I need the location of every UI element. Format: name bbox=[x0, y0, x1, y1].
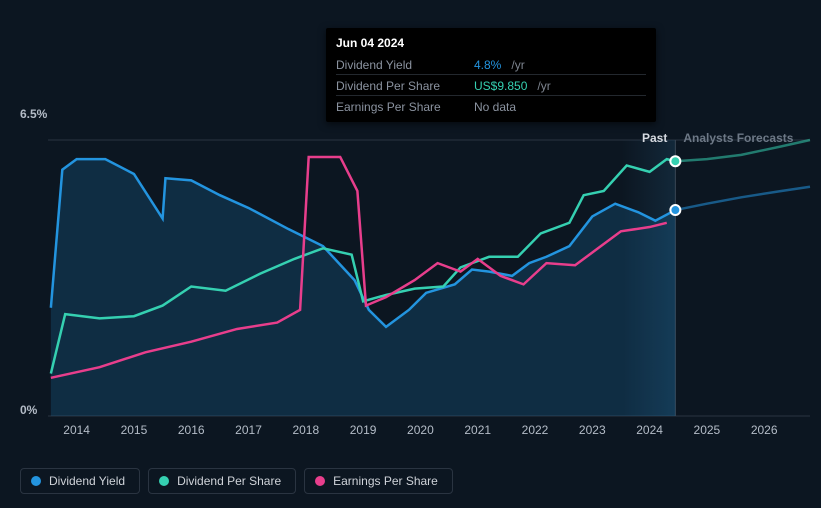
series-group bbox=[51, 140, 810, 416]
x-axis-year: 2023 bbox=[579, 423, 606, 437]
tooltip-row-label: Dividend Per Share bbox=[336, 77, 466, 95]
x-axis-labels: 2014 2015 2016 2017 2018 2019 2020 2021 2022 2023… bbox=[63, 423, 778, 437]
tooltip-row-value: 4.8% bbox=[474, 56, 501, 74]
x-axis-year: 2014 bbox=[63, 423, 90, 437]
tooltip-row-value: No data bbox=[474, 98, 516, 116]
legend-dot-icon bbox=[315, 476, 325, 486]
legend-label: Dividend Yield bbox=[49, 474, 125, 488]
label-forecast: Analysts Forecasts bbox=[683, 131, 793, 145]
legend: Dividend Yield Dividend Per Share Earnings… bbox=[20, 468, 453, 494]
tooltip-row-value: US$9.850 bbox=[474, 77, 527, 95]
legend-dot-icon bbox=[159, 476, 169, 486]
x-axis-year: 2024 bbox=[636, 423, 663, 437]
chart-container: 6.5%0% 201420152016201720182019202020212… bbox=[0, 0, 821, 508]
tooltip-row-label: Dividend Yield bbox=[336, 56, 466, 74]
y-axis-min-label: 0% bbox=[20, 403, 38, 417]
x-axis-year: 2018 bbox=[292, 423, 319, 437]
x-axis-year: 2022 bbox=[522, 423, 549, 437]
x-axis-year: 2021 bbox=[464, 423, 491, 437]
x-axis-year: 2025 bbox=[694, 423, 721, 437]
tooltip-date: Jun 04 2024 bbox=[336, 36, 646, 50]
legend-dot-icon bbox=[31, 476, 41, 486]
y-axis-labels: 6.5% 0% bbox=[20, 107, 48, 417]
x-axis-year: 2016 bbox=[178, 423, 205, 437]
tooltip-row-label: Earnings Per Share bbox=[336, 98, 466, 116]
x-axis-year: 2019 bbox=[350, 423, 377, 437]
chart-tooltip: Jun 04 2024 Dividend Yield4.8% /yrDivide… bbox=[326, 28, 656, 122]
tooltip-row: Earnings Per Share No data bbox=[336, 95, 646, 116]
series-line-forecast-dividend_yield bbox=[675, 187, 810, 210]
tooltip-row-suffix: /yr bbox=[537, 77, 550, 95]
divider-labels: Past Analysts Forecasts bbox=[642, 131, 794, 145]
x-axis-year: 2015 bbox=[121, 423, 148, 437]
x-axis-year: 2020 bbox=[407, 423, 434, 437]
legend-item-dividend_yield[interactable]: Dividend Yield bbox=[20, 468, 140, 494]
tooltip-row-suffix: /yr bbox=[511, 56, 524, 74]
tooltip-row: Dividend Per Share US$9.850 /yr bbox=[336, 74, 646, 95]
x-axis-year: 2026 bbox=[751, 423, 778, 437]
label-past: Past bbox=[642, 131, 667, 145]
legend-item-dividend_per_share[interactable]: Dividend Per Share bbox=[148, 468, 296, 494]
legend-item-earnings_per_share[interactable]: Earnings Per Share bbox=[304, 468, 453, 494]
y-axis-max-label: 6.5% bbox=[20, 107, 48, 121]
tooltip-row: Dividend Yield 4.8% /yr bbox=[336, 54, 646, 74]
legend-label: Dividend Per Share bbox=[177, 474, 281, 488]
marker-dividend_per_share bbox=[671, 157, 679, 165]
x-axis-year: 2017 bbox=[235, 423, 262, 437]
legend-label: Earnings Per Share bbox=[333, 474, 438, 488]
marker-dividend_yield bbox=[671, 206, 679, 214]
